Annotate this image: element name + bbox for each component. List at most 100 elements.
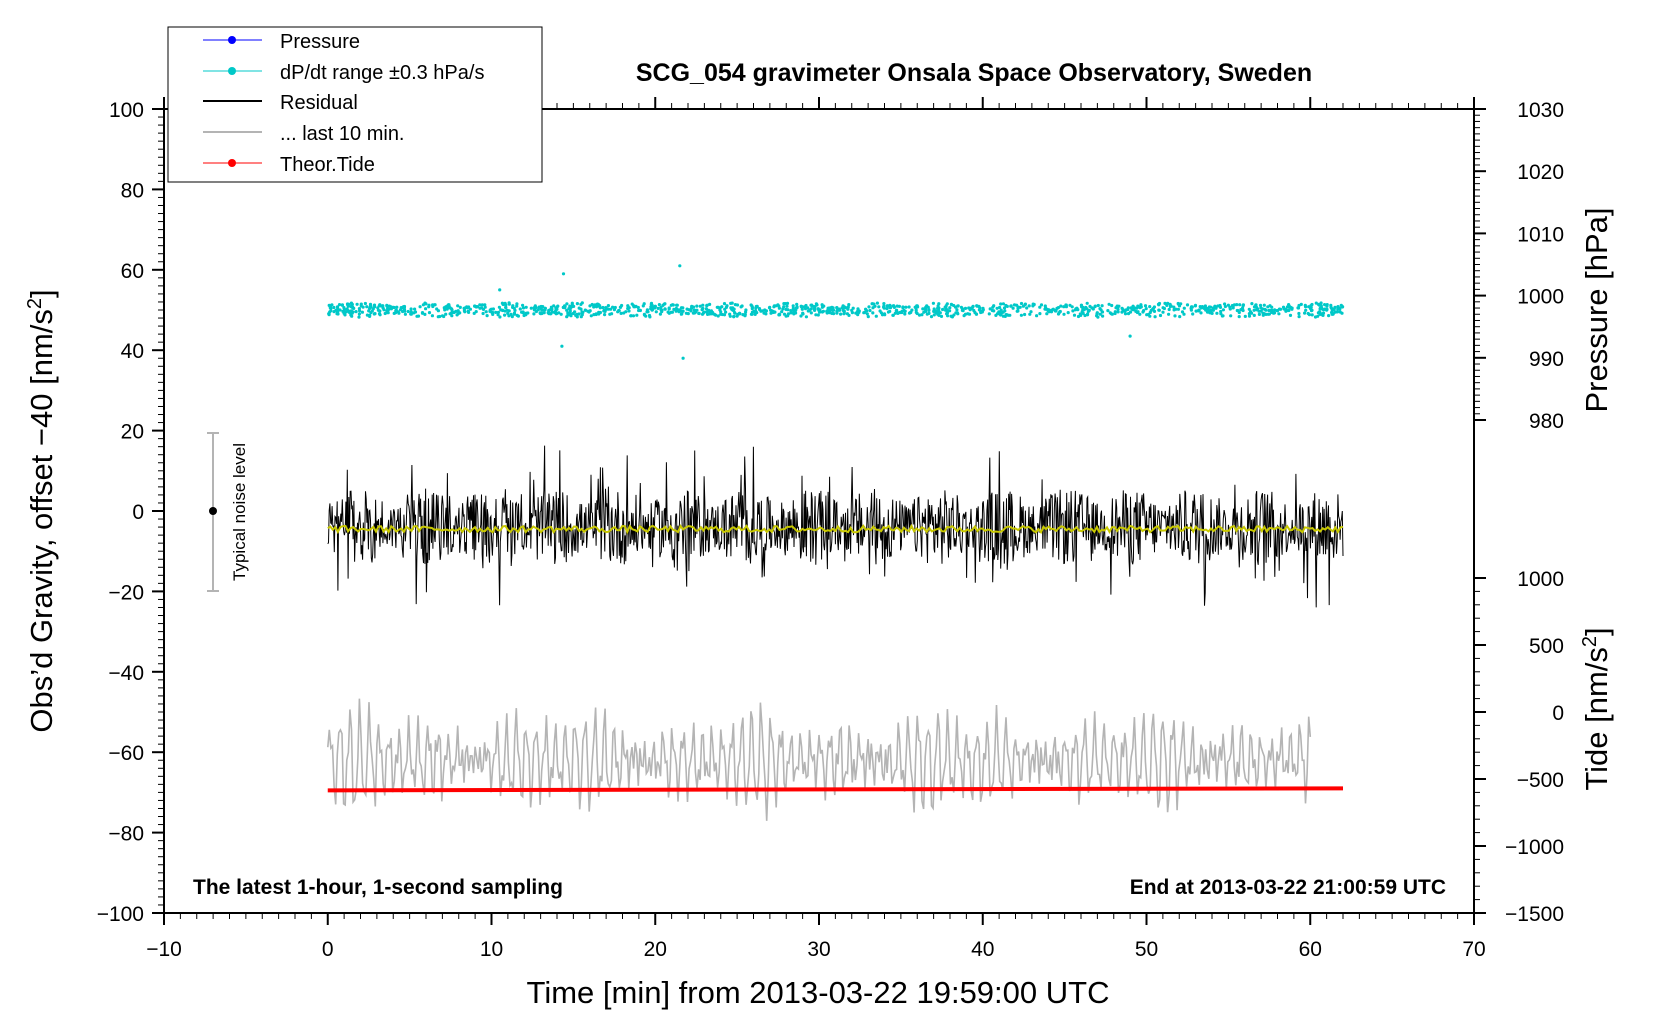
dpdt-point <box>894 310 899 314</box>
dpdt-point <box>764 312 768 316</box>
dpdt-point <box>698 304 702 308</box>
dpdt-point <box>436 315 440 319</box>
dpdt-point <box>387 304 391 308</box>
dpdt-point <box>903 309 907 313</box>
dpdt-point <box>565 302 569 306</box>
dpdt-point <box>1235 308 1239 313</box>
dpdt-point <box>357 312 361 316</box>
dpdt-point <box>357 315 361 319</box>
dpdt-point <box>354 310 358 314</box>
dpdt-point <box>754 309 758 313</box>
dpdt-point <box>1296 306 1300 310</box>
dpdt-point <box>619 311 623 315</box>
dpdt-point <box>724 305 729 309</box>
dpdt-point <box>603 313 607 317</box>
dpdt-point <box>444 305 448 309</box>
dpdt-point <box>885 307 889 311</box>
dpdt-point <box>998 305 1002 310</box>
dpdt-point <box>937 313 941 317</box>
dpdt-point <box>816 307 820 311</box>
dpdt-point <box>1009 304 1013 308</box>
dpdt-point <box>383 311 387 316</box>
dpdt-point <box>1038 312 1042 316</box>
dpdt-point <box>1029 310 1033 314</box>
dpdt-point <box>1088 304 1092 308</box>
dpdt-point <box>1267 312 1271 316</box>
dpdt-point <box>670 310 675 314</box>
dpdt-point <box>645 308 650 312</box>
dpdt-point <box>832 312 836 316</box>
dpdt-point <box>1303 303 1307 307</box>
dpdt-outlier-point <box>678 264 682 268</box>
dpdt-point <box>367 309 371 313</box>
dpdt-point <box>749 303 753 307</box>
dpdt-point <box>850 311 855 315</box>
dpdt-point <box>593 303 597 307</box>
dpdt-point <box>739 305 743 309</box>
dpdt-point <box>377 312 382 316</box>
dpdt-point <box>917 313 922 317</box>
dpdt-point <box>403 312 407 316</box>
dpdt-point <box>641 304 645 308</box>
dpdt-point <box>941 307 945 312</box>
dpdt-point <box>733 311 737 315</box>
dpdt-point <box>335 305 340 309</box>
dpdt-point <box>914 310 918 314</box>
legend: Pressure dP/dt range ±0.3 hPa/s Residual… <box>167 26 543 183</box>
dpdt-point <box>1023 312 1027 317</box>
dpdt-point <box>946 314 950 318</box>
dpdt-point <box>1325 307 1329 311</box>
dpdt-point <box>427 311 432 315</box>
dpdt-point <box>888 305 892 310</box>
dpdt-point <box>446 303 450 307</box>
dpdt-point <box>1221 308 1225 312</box>
series-last-10-min-line <box>327 698 1312 821</box>
dpdt-point <box>403 309 407 313</box>
dpdt-point <box>534 309 539 314</box>
dpdt-point <box>1332 307 1336 311</box>
dpdt-point <box>831 308 836 312</box>
dpdt-point <box>368 302 373 306</box>
x-tick-label: −10 <box>146 938 182 961</box>
dpdt-point <box>1143 304 1148 308</box>
dpdt-point <box>449 311 453 315</box>
dpdt-point <box>782 302 786 306</box>
dpdt-point <box>804 303 808 308</box>
dpdt-point <box>1157 308 1161 312</box>
dpdt-point <box>373 312 377 316</box>
dpdt-point <box>820 303 824 307</box>
dpdt-point <box>1262 312 1267 316</box>
dpdt-point <box>368 313 372 317</box>
dpdt-point <box>1252 305 1257 309</box>
dpdt-point <box>570 301 574 305</box>
dpdt-point <box>499 308 503 312</box>
x-tick-label: 30 <box>807 938 830 961</box>
dpdt-point <box>415 314 419 318</box>
dpdt-point <box>1136 305 1140 309</box>
dpdt-point <box>929 315 934 319</box>
dpdt-point <box>722 313 727 317</box>
dpdt-point <box>357 307 361 311</box>
dpdt-point <box>561 305 566 310</box>
dpdt-point <box>866 315 870 319</box>
dpdt-point <box>420 311 425 315</box>
dpdt-point <box>1085 301 1089 305</box>
series-residual-line <box>327 445 1344 608</box>
dpdt-point <box>521 310 525 314</box>
dpdt-point <box>835 311 839 315</box>
dpdt-point <box>650 308 654 312</box>
dpdt-point <box>760 309 764 313</box>
dpdt-point <box>705 303 709 307</box>
dpdt-point <box>1167 307 1171 312</box>
dpdt-point <box>1335 310 1339 314</box>
x-tick-label: 20 <box>644 938 667 961</box>
dpdt-point <box>1238 303 1242 307</box>
dpdt-point <box>1059 304 1063 308</box>
dpdt-point <box>443 308 447 312</box>
series-residual-smoothed-line <box>327 523 1344 535</box>
dpdt-point <box>956 304 960 308</box>
dpdt-point <box>891 313 895 317</box>
dpdt-point <box>1001 302 1006 306</box>
dpdt-point <box>503 313 507 317</box>
dpdt-point <box>995 306 999 310</box>
